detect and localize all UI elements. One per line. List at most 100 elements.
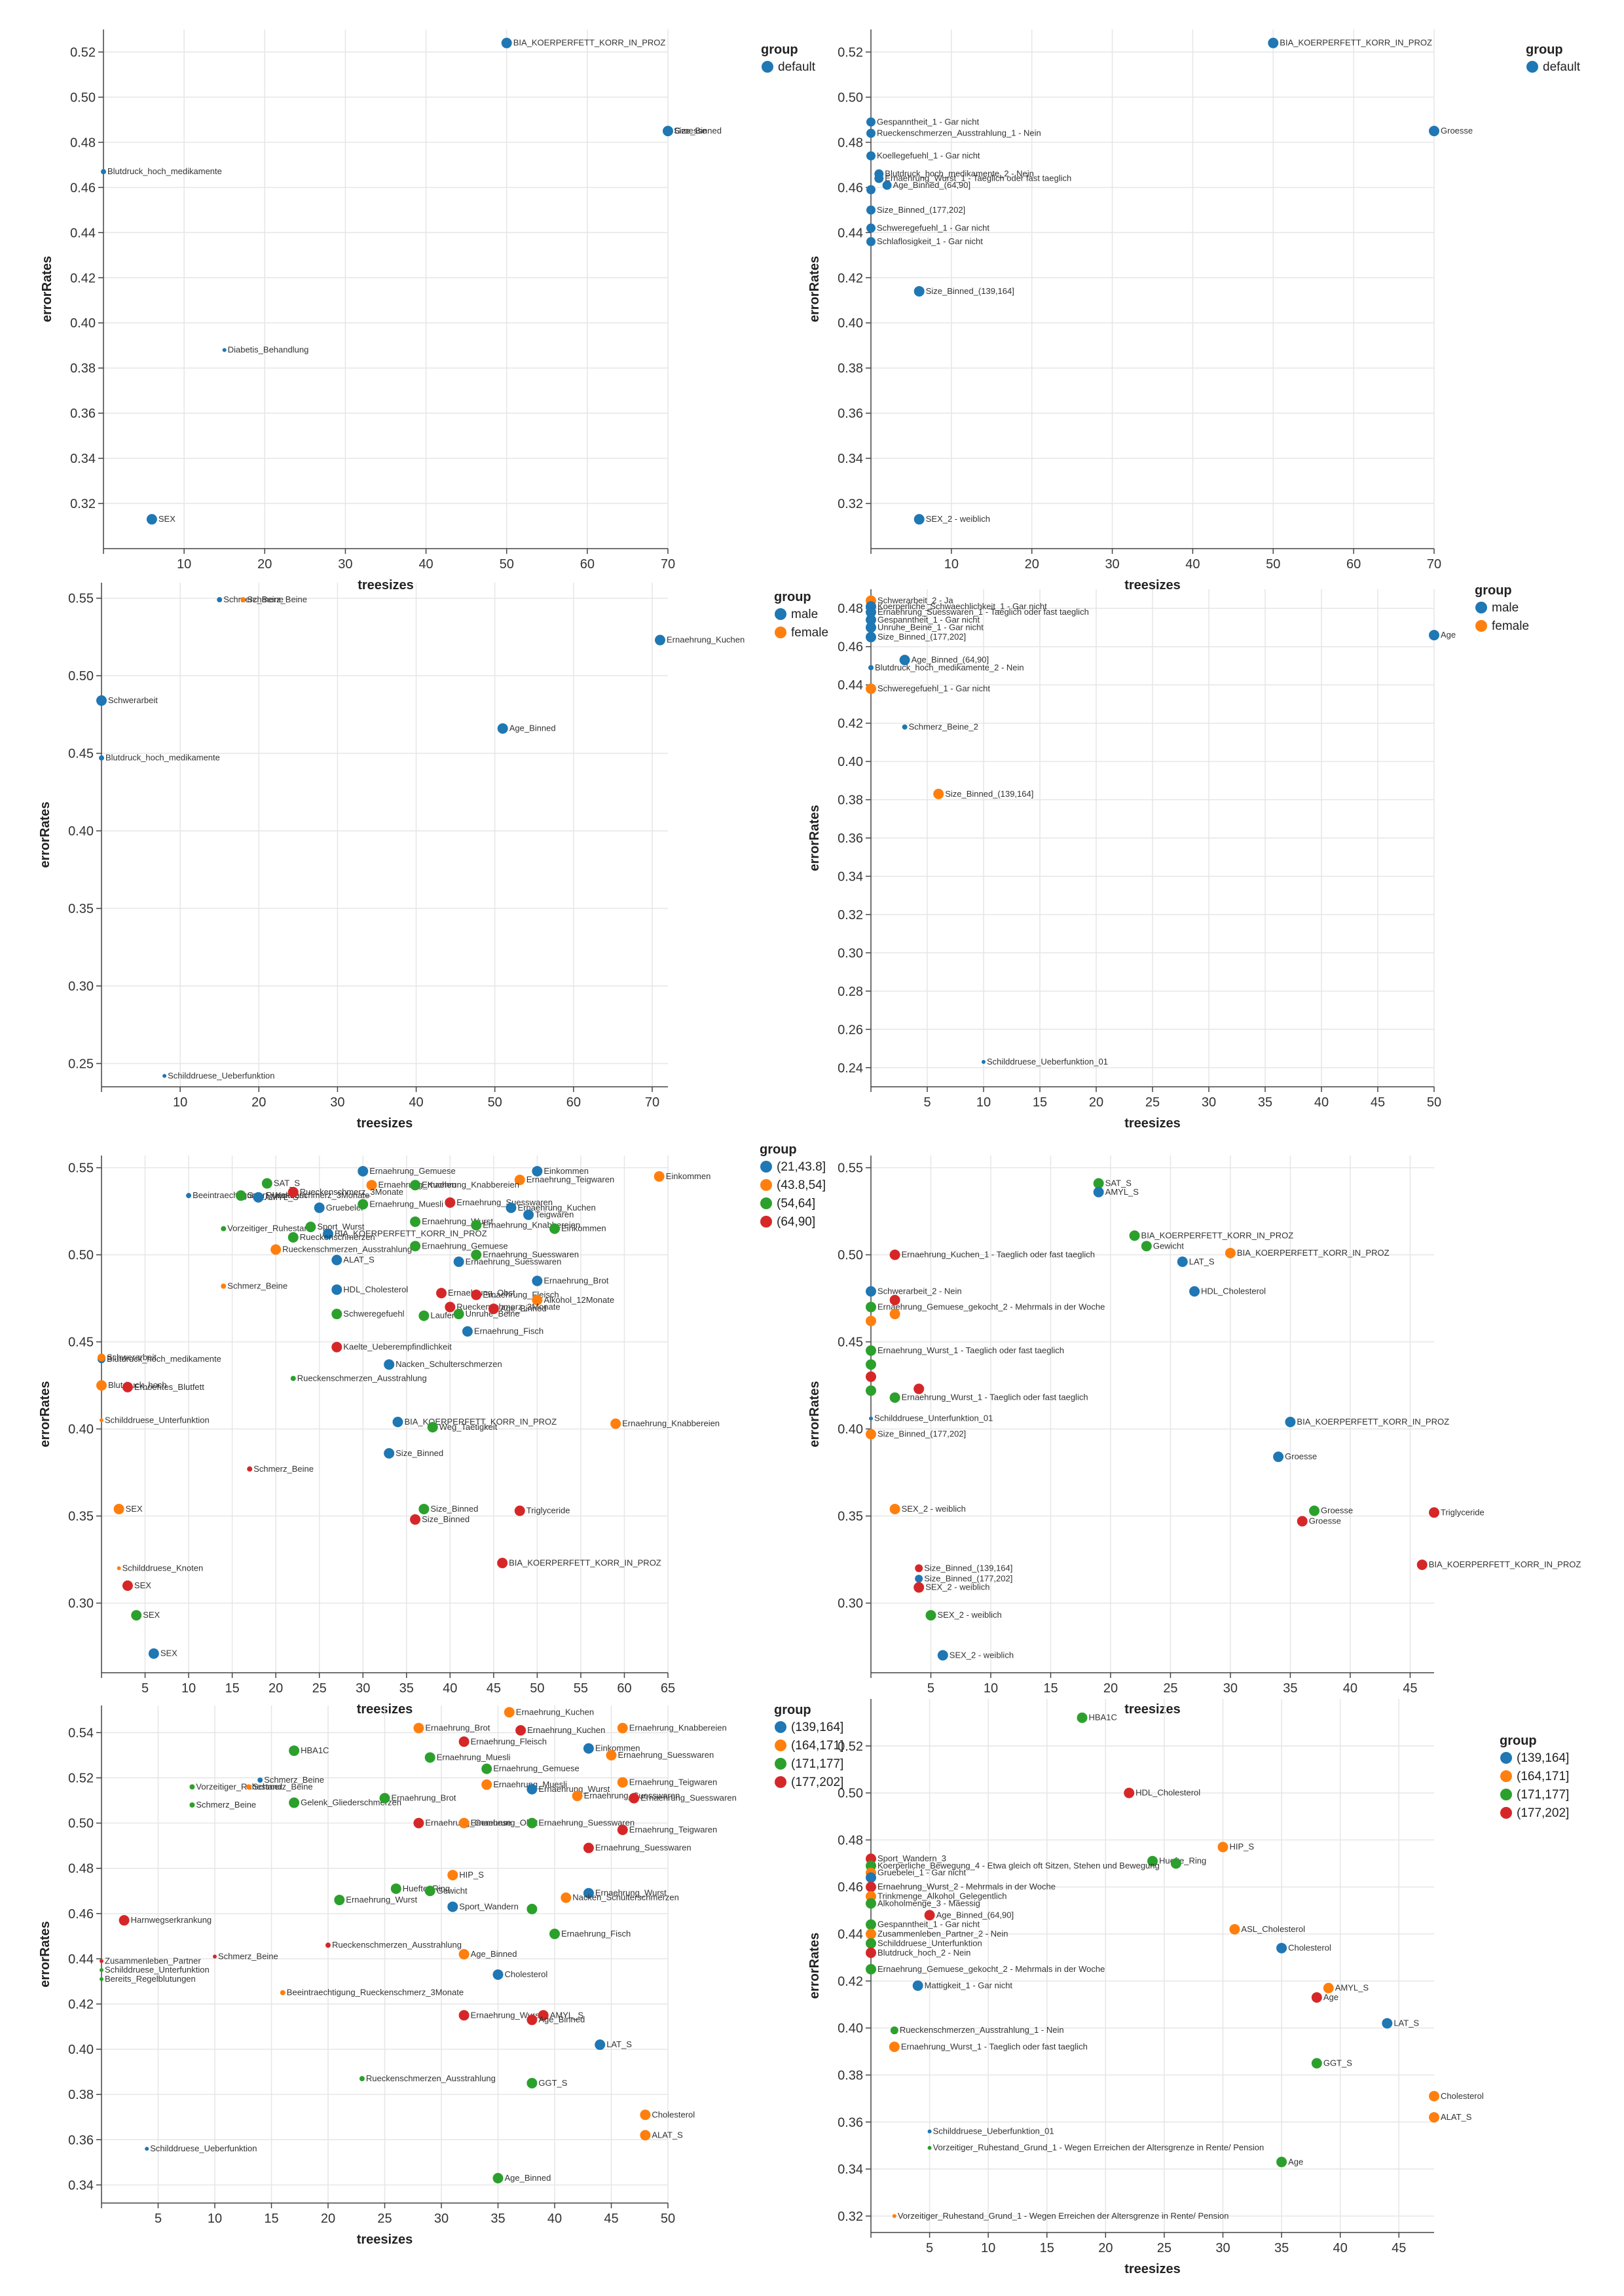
data-point[interactable] (866, 1882, 876, 1893)
data-point[interactable] (583, 1842, 594, 1853)
data-point[interactable] (280, 1990, 286, 1995)
data-point[interactable] (148, 1648, 159, 1659)
data-point[interactable] (453, 1309, 464, 1320)
data-point[interactable] (471, 1220, 482, 1231)
data-point[interactable] (462, 1326, 473, 1337)
data-point[interactable] (1429, 2090, 1439, 2102)
data-point[interactable] (866, 1359, 876, 1370)
data-point[interactable] (504, 1707, 515, 1718)
data-point[interactable] (1077, 1712, 1088, 1723)
data-point[interactable] (1429, 126, 1439, 137)
data-point[interactable] (413, 1817, 424, 1829)
data-point[interactable] (1276, 2157, 1287, 2168)
data-point[interactable] (458, 1949, 470, 1959)
data-point[interactable] (481, 1779, 492, 1790)
data-point[interactable] (384, 1448, 395, 1459)
data-point[interactable] (869, 1416, 873, 1421)
data-point[interactable] (583, 1887, 594, 1899)
data-point[interactable] (366, 1180, 377, 1191)
data-point[interactable] (305, 1222, 316, 1233)
data-point[interactable] (445, 1302, 456, 1313)
data-point[interactable] (1429, 630, 1439, 641)
data-point[interactable] (1311, 2058, 1322, 2069)
data-point[interactable] (331, 1284, 342, 1295)
data-point[interactable] (866, 622, 876, 633)
data-point[interactable] (289, 1745, 300, 1757)
data-point[interactable] (617, 1722, 628, 1734)
data-point[interactable] (866, 683, 876, 694)
data-point[interactable] (866, 205, 876, 215)
data-point[interactable] (866, 185, 876, 194)
data-point[interactable] (458, 1736, 470, 1747)
data-point[interactable] (617, 1777, 628, 1788)
data-point[interactable] (100, 1418, 103, 1423)
data-point[interactable] (902, 724, 908, 730)
data-point[interactable] (1285, 1416, 1296, 1427)
data-point[interactable] (866, 1345, 876, 1356)
data-point[interactable] (924, 1910, 935, 1921)
data-point[interactable] (866, 1286, 876, 1297)
data-point[interactable] (892, 2214, 896, 2218)
data-point[interactable] (240, 597, 246, 603)
data-point[interactable] (866, 1315, 876, 1326)
data-point[interactable] (100, 1977, 103, 1981)
data-point[interactable] (1093, 1178, 1104, 1189)
data-point[interactable] (1177, 1256, 1188, 1267)
data-point[interactable] (912, 1980, 923, 1992)
data-point[interactable] (1225, 1247, 1236, 1258)
data-point[interactable] (866, 1947, 876, 1958)
data-point[interactable] (270, 1244, 282, 1255)
data-point[interactable] (113, 1503, 124, 1514)
data-point[interactable] (1273, 1451, 1284, 1463)
data-point[interactable] (915, 1564, 923, 1573)
data-point[interactable] (889, 1309, 900, 1320)
data-point[interactable] (538, 2010, 549, 2021)
data-point[interactable] (933, 788, 944, 799)
data-point[interactable] (583, 1743, 594, 1754)
data-point[interactable] (358, 1199, 369, 1210)
data-point[interactable] (492, 1969, 504, 1980)
data-point[interactable] (235, 1190, 246, 1201)
data-point[interactable] (889, 1392, 900, 1403)
data-point[interactable] (1229, 1923, 1240, 1935)
data-point[interactable] (331, 1341, 342, 1353)
data-point[interactable] (595, 2039, 606, 2050)
data-point[interactable] (131, 1610, 142, 1621)
data-point[interactable] (663, 126, 673, 136)
data-point[interactable] (913, 1383, 925, 1394)
data-point[interactable] (1141, 1241, 1152, 1252)
data-point[interactable] (287, 1232, 299, 1243)
data-point[interactable] (610, 1418, 621, 1429)
data-point[interactable] (447, 1870, 458, 1881)
data-point[interactable] (436, 1288, 447, 1299)
data-point[interactable] (526, 1903, 538, 1914)
data-point[interactable] (899, 655, 910, 666)
data-point[interactable] (532, 1275, 543, 1286)
data-point[interactable] (189, 1784, 195, 1790)
data-point[interactable] (471, 1289, 482, 1300)
data-point[interactable] (98, 1353, 105, 1362)
data-point[interactable] (445, 1197, 456, 1208)
data-point[interactable] (866, 1963, 876, 1975)
data-point[interactable] (119, 1915, 130, 1926)
data-point[interactable] (526, 2077, 538, 2088)
data-point[interactable] (331, 1254, 342, 1266)
data-point[interactable] (889, 2041, 900, 2052)
data-point[interactable] (221, 1283, 227, 1289)
data-point[interactable] (287, 1186, 299, 1197)
data-point[interactable] (640, 2130, 651, 2141)
data-point[interactable] (526, 1817, 538, 1829)
data-point[interactable] (868, 665, 874, 670)
data-point[interactable] (492, 2173, 504, 2183)
data-point[interactable] (117, 1566, 121, 1571)
data-point[interactable] (866, 1919, 876, 1930)
data-point[interactable] (1416, 1559, 1428, 1571)
data-point[interactable] (913, 285, 925, 297)
data-point[interactable] (410, 1514, 421, 1525)
data-point[interactable] (99, 755, 104, 761)
data-point[interactable] (410, 1241, 421, 1252)
data-point[interactable] (1129, 1230, 1140, 1241)
data-point[interactable] (331, 1309, 342, 1320)
data-point[interactable] (866, 223, 876, 233)
data-point[interactable] (1268, 37, 1279, 48)
